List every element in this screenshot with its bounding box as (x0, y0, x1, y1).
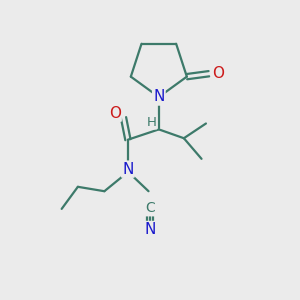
Text: N: N (122, 162, 134, 177)
Text: C: C (145, 201, 155, 215)
Text: N: N (153, 89, 164, 104)
Text: N: N (144, 222, 156, 237)
Text: H: H (146, 116, 156, 128)
Text: O: O (212, 66, 224, 81)
Text: O: O (109, 106, 121, 121)
